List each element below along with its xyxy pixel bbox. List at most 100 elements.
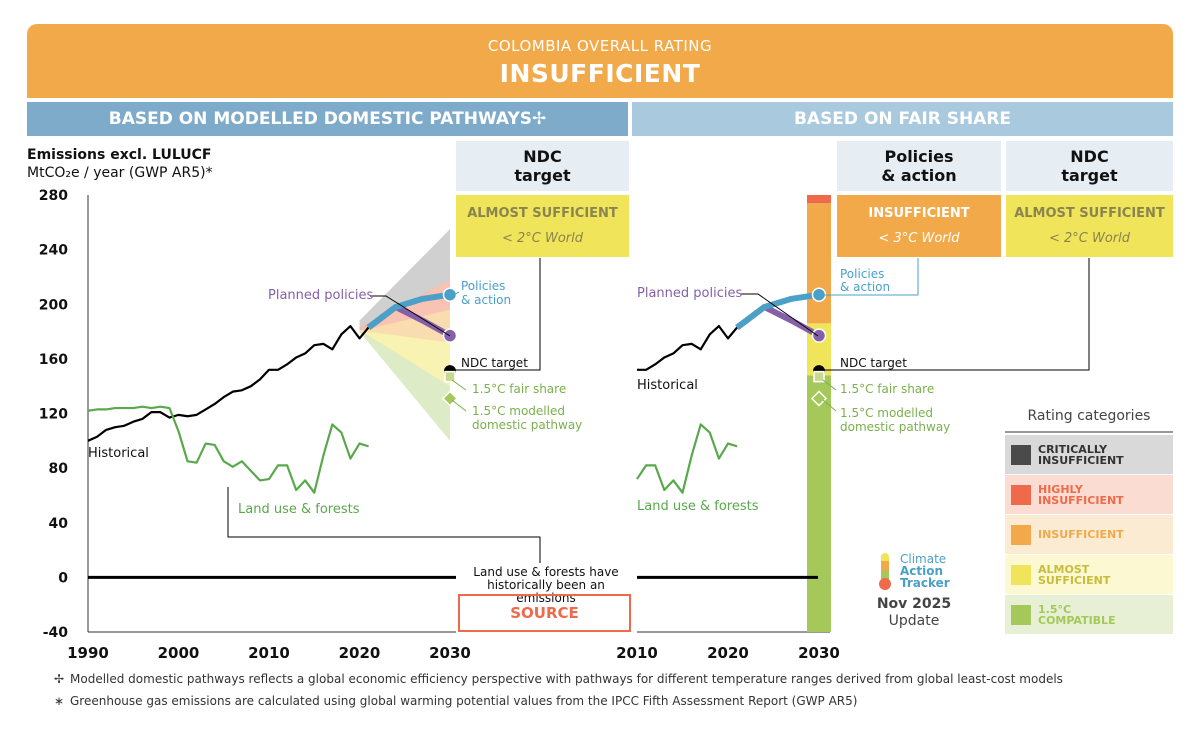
x-tick-label: 2030 [798, 644, 840, 662]
y-tick-label: 80 [49, 461, 69, 477]
x-tick-label: 2000 [158, 644, 200, 662]
rating-ndc-right-label: ALMOST SUFFICIENT [1014, 206, 1165, 221]
banner-subtitle: COLOMBIA OVERALL RATING [487, 37, 713, 55]
x-tick-label: 2010 [248, 644, 290, 662]
logo-update: Update [888, 613, 940, 629]
legend-item: HIGHLY INSUFFICIENT [1005, 475, 1173, 514]
rating-ndc-right: ALMOST SUFFICIENT < 2°C World [1006, 195, 1173, 257]
footnote-1-symbol: ✢ [54, 672, 65, 686]
y-tick-label: 160 [39, 352, 68, 368]
rating-ndc-left-world: < 2°C World [501, 231, 584, 246]
logo-line2: Action [900, 564, 944, 578]
land-use-forestsline [636, 423, 738, 494]
rating-banner: COLOMBIA OVERALL RATING INSUFFICIENT [27, 24, 1173, 98]
ndc-connector-right [820, 258, 1090, 371]
label-fair-right: 1.5°C fair share [840, 382, 935, 396]
x-tick-label: 2020 [339, 644, 381, 662]
label-planned-right: Planned policies [637, 286, 743, 301]
y-tick-label: 120 [39, 407, 68, 423]
historicalline [87, 325, 370, 442]
legend-swatch [1011, 604, 1031, 625]
chart-left-panel: 280 240 200 160 120 80 40 0 -40 1990 2000 2010 2020 2… [39, 188, 471, 662]
rating-band [359, 229, 450, 332]
label-landuse-right: Land use & forests [637, 499, 759, 514]
legend-swatch [1011, 484, 1031, 505]
x-tick-label: 2020 [707, 644, 749, 662]
label-mdp-right: 1.5°C modelled domestic pathway [840, 406, 951, 434]
chart-annotations [227, 258, 1090, 563]
rating-ndc-left-label: ALMOST SUFFICIENT [467, 206, 618, 221]
legend-item: INSUFFICIENT [1005, 515, 1173, 554]
fair-share-segment [807, 375, 831, 632]
logo-line1: Climate [900, 552, 947, 566]
legend-swatch [1011, 444, 1031, 465]
fair-share-marker [813, 370, 825, 383]
colhead-policies: Policies & action [837, 141, 1001, 191]
label-planned-left: Planned policies [268, 288, 374, 303]
legend-label: ALMOST SUFFICIENT [1038, 562, 1111, 587]
section-modelled-pathways: BASED ON MODELLED DOMESTIC PATHWAYS✢ [27, 102, 628, 136]
legend-divider [1005, 431, 1173, 433]
cat-logo: Climate Action Tracker [878, 551, 958, 591]
y-tick-label: -40 [43, 625, 69, 641]
label-source-note: Land use & forests have historically bee… [456, 566, 636, 605]
thermometer-icon [879, 553, 891, 590]
label-ndc-target-left: NDC target [461, 356, 528, 370]
label-landuse-left: Land use & forests [238, 502, 360, 517]
label-ndc-target-right: NDC target [840, 356, 907, 370]
mdp-marker [810, 390, 828, 407]
legend-item: 1.5°C COMPATIBLE [1005, 595, 1173, 634]
legend-item: ALMOST SUFFICIENT [1005, 555, 1173, 594]
logo-line3: Tracker [900, 576, 950, 590]
section-fair-share: BASED ON FAIR SHARE [632, 102, 1173, 136]
legend-swatch [1011, 564, 1031, 585]
banner-title: INSUFFICIENT [499, 59, 701, 88]
fair-share-segment [807, 195, 831, 204]
rating-policies: INSUFFICIENT < 3°C World [837, 195, 1001, 257]
label-policies-left: Policies & action [461, 279, 512, 307]
footnote-2-text: Greenhouse gas emissions are calculated … [70, 694, 858, 708]
policies-connector-right [820, 258, 919, 296]
y-tick-label: 240 [39, 243, 68, 259]
x-tick-label: 2030 [429, 644, 471, 662]
legend-label: CRITICALLY INSUFFICIENT [1038, 442, 1124, 467]
label-historical-right: Historical [637, 378, 698, 393]
legend-label: INSUFFICIENT [1038, 528, 1124, 541]
colhead-ndc-left: NDC target [456, 141, 629, 191]
y-tick-label: 280 [39, 188, 68, 204]
planned-marker [811, 328, 827, 343]
fair-connector-right [822, 379, 837, 391]
source-box: SOURCE [458, 594, 631, 632]
planned-connector-right [741, 293, 819, 337]
rating-policies-label: INSUFFICIENT [868, 206, 970, 221]
ndc-connector-left [452, 258, 541, 371]
y-tick-label: 0 [58, 570, 68, 586]
rating-policies-world: < 3°C World [878, 231, 960, 246]
rating-ndc-right-world: < 2°C World [1048, 231, 1131, 246]
rating-band [359, 330, 450, 441]
fair-share-marker [444, 370, 456, 383]
label-historical-left: Historical [88, 446, 149, 461]
landuse-connector [227, 487, 541, 563]
y-tick-label: 200 [39, 297, 68, 313]
y-tick-label: 40 [49, 516, 69, 532]
fair-share-segment [807, 203, 831, 324]
historicalline [637, 325, 738, 371]
axis-unit: MtCO₂e / year (GWP AR5)* [27, 165, 213, 181]
label-fair-left: 1.5°C fair share [472, 382, 567, 396]
chart-right-panel: 2010 2020 2030 [616, 195, 840, 662]
mdp-connector-left [451, 399, 467, 412]
x-tick-label: 1990 [67, 644, 109, 662]
policies-actionline [735, 291, 820, 330]
logo-date: Nov 2025 [876, 596, 952, 612]
land-use-forestsline [87, 405, 369, 494]
policies-actionline [366, 291, 451, 330]
legend-label: 1.5°C COMPATIBLE [1038, 602, 1116, 627]
footnote-2: ∗ Greenhouse gas emissions are calculated… [54, 694, 857, 708]
planned-connector-left [370, 295, 451, 337]
legend-swatch [1011, 524, 1031, 545]
colhead-ndc-right: NDC target [1006, 141, 1173, 191]
footnote-1: ✢ Modelled domestic pathways reflects a g… [54, 672, 1063, 686]
label-policies-right: Policies & action [840, 267, 891, 294]
